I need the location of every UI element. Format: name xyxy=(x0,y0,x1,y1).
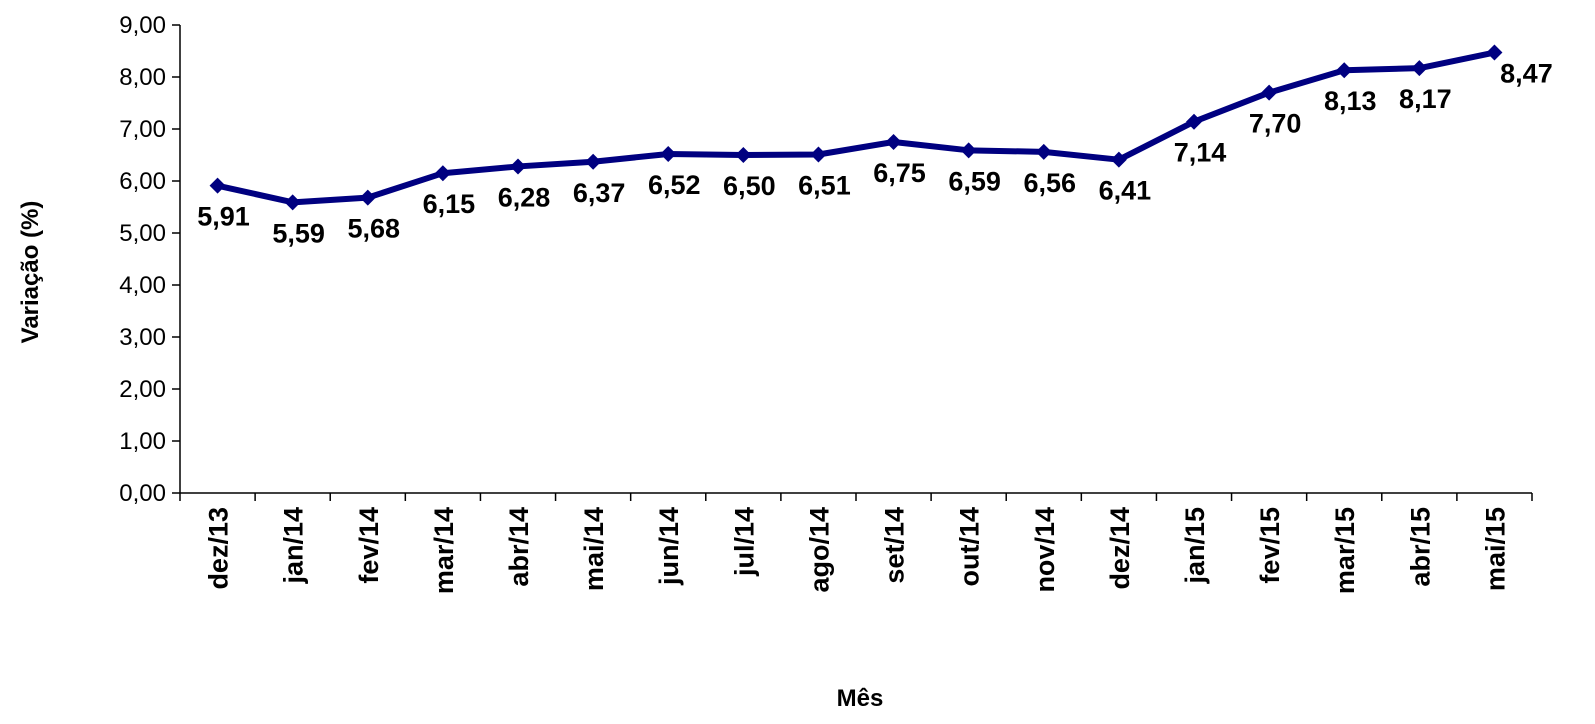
x-tick-label: jan/14 xyxy=(279,507,309,585)
x-tick-label: jun/14 xyxy=(654,507,684,586)
data-label: 8,17 xyxy=(1399,84,1452,114)
series-line xyxy=(214,49,1498,206)
data-point-marker xyxy=(660,145,677,162)
x-axis-title: Mês xyxy=(837,685,884,712)
data-label: 8,47 xyxy=(1500,59,1553,89)
data-point-marker xyxy=(1035,143,1052,160)
y-tick-label: 7,00 xyxy=(119,116,166,143)
data-label: 6,52 xyxy=(648,170,701,200)
data-point-marker xyxy=(1186,113,1202,130)
data-point-marker xyxy=(510,158,526,175)
series-group xyxy=(209,44,1503,211)
data-label: 6,50 xyxy=(723,171,776,201)
data-labels: 5,91 5,59 5,68 6,15 6,28 6,37 6,52 6,50 6,51 6,75… xyxy=(197,59,1552,249)
data-point-marker xyxy=(1336,62,1353,79)
data-point-marker xyxy=(810,146,827,163)
data-label: 7,70 xyxy=(1249,109,1302,139)
data-label: 6,28 xyxy=(498,182,551,212)
x-tick-label: jul/14 xyxy=(729,507,759,577)
data-label: 6,51 xyxy=(798,170,851,200)
x-tick-label: mar/14 xyxy=(429,507,459,594)
data-label: 6,59 xyxy=(948,166,1001,196)
data-label: 6,56 xyxy=(1023,168,1076,198)
data-point-marker xyxy=(960,142,977,159)
y-axis-title-group: Variação (%) xyxy=(17,201,44,344)
data-label: 7,14 xyxy=(1174,138,1227,168)
y-tick-label: 4,00 xyxy=(119,272,166,299)
x-tick-label: out/14 xyxy=(955,507,985,587)
y-tick-label: 0,00 xyxy=(119,480,166,507)
y-tick-label: 3,00 xyxy=(119,324,166,351)
y-tick-label: 2,00 xyxy=(119,376,166,403)
y-tick-label: 8,00 xyxy=(119,64,166,91)
data-label: 5,68 xyxy=(347,214,400,244)
data-point-marker xyxy=(735,147,752,163)
data-point-marker xyxy=(885,134,902,150)
data-point-marker xyxy=(434,165,451,182)
y-axis-title: Variação (%) xyxy=(17,201,44,344)
data-point-marker xyxy=(359,189,376,206)
data-label: 5,59 xyxy=(272,218,325,248)
y-tick-label: 9,00 xyxy=(119,12,166,39)
data-point-marker xyxy=(209,177,226,194)
x-tick-label: mai/15 xyxy=(1480,507,1510,591)
y-tick-label: 1,00 xyxy=(119,428,166,455)
data-label: 6,15 xyxy=(423,189,476,219)
x-tick-label: abr/14 xyxy=(504,507,534,587)
data-point-marker xyxy=(1110,151,1127,168)
data-label: 6,41 xyxy=(1099,176,1152,206)
data-label: 6,37 xyxy=(573,178,626,208)
data-point-marker xyxy=(1411,60,1428,77)
x-tick-label: ago/14 xyxy=(804,507,834,593)
x-tick-label: dez/13 xyxy=(204,507,234,590)
x-tick-label: mai/14 xyxy=(579,507,609,591)
data-point-marker xyxy=(284,194,301,211)
data-point-marker xyxy=(1261,84,1278,101)
y-tick-label: 5,00 xyxy=(119,220,166,247)
x-tick-label: nov/14 xyxy=(1030,507,1060,593)
x-tick-label: set/14 xyxy=(880,507,910,584)
data-point-marker xyxy=(585,153,602,170)
data-label: 8,13 xyxy=(1324,86,1377,116)
x-tick-label: fev/15 xyxy=(1255,507,1285,584)
x-axis-ticks: dez/13 jan/14 fev/14 mar/14 abr/14 mai/14 jun/… xyxy=(179,493,1533,594)
data-label: 6,75 xyxy=(873,158,926,188)
y-tick-label: 6,00 xyxy=(119,168,166,195)
y-axis-ticks: 0,00 1,00 2,00 3,00 4,00 5,00 6,00 7,00 8,00 9,00 xyxy=(119,12,180,507)
x-tick-label: fev/14 xyxy=(354,507,384,584)
x-tick-label: abr/15 xyxy=(1405,507,1435,587)
x-tick-label: mar/15 xyxy=(1330,507,1360,594)
x-tick-label: dez/14 xyxy=(1105,507,1135,590)
data-point-marker xyxy=(1486,44,1503,61)
data-label: 5,91 xyxy=(197,202,250,232)
x-tick-label: jan/15 xyxy=(1180,507,1210,585)
